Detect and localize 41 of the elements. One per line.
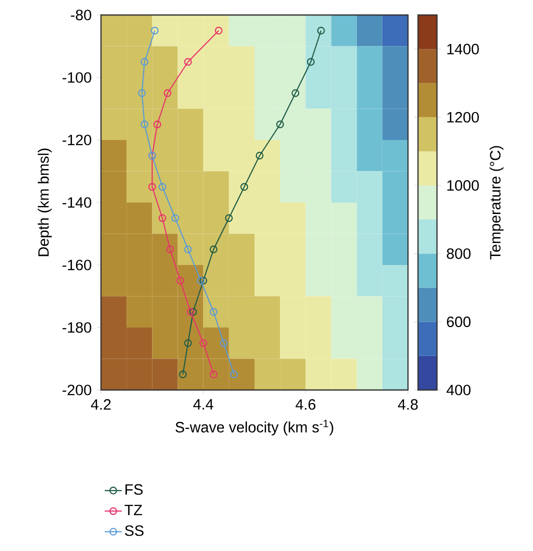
x-tick-label: 4.6 [296, 399, 316, 410]
color-bar-label: 800 [446, 248, 471, 259]
point [171, 214, 180, 222]
legend-label: TZ [124, 504, 142, 516]
point [140, 120, 148, 128]
point [256, 152, 264, 160]
point [148, 183, 156, 191]
y-tick-label: -180 [62, 322, 92, 333]
y-tick-label: -140 [62, 197, 92, 208]
color-bar-label: 1200 [447, 112, 479, 123]
color-bar-label: 600 [446, 316, 471, 328]
y-tick-label: -120 [62, 134, 92, 146]
point [166, 246, 174, 254]
point [199, 339, 208, 347]
point [276, 120, 284, 128]
x-tick-label: 4.4 [193, 399, 214, 410]
legend-label: FS [126, 484, 143, 495]
color-bar-label: 1000 [447, 180, 479, 191]
point [179, 370, 187, 378]
point [150, 26, 159, 34]
point [196, 276, 205, 284]
point [306, 58, 315, 66]
point [199, 276, 208, 284]
legend-label: SS [124, 525, 144, 536]
x-axis-title: S-wave velocity (km s$^{-1}$) [176, 420, 334, 436]
point [220, 339, 228, 347]
point [153, 120, 162, 128]
color-bar-label: 1400 [447, 44, 479, 54]
y-tick-label: -160 [62, 260, 92, 270]
y-tick-label: -200 [62, 384, 92, 396]
color-bar-title: Temperature (°C) [490, 146, 504, 260]
y-tick-label: -100 [62, 72, 92, 83]
point [140, 58, 148, 66]
point [176, 276, 184, 284]
y-axis-title: Depth (km bmsl) [38, 148, 52, 256]
y-tick-label: -80 [70, 10, 92, 20]
point [230, 370, 238, 378]
x-tick-label: 4.2 [90, 399, 111, 410]
x-tick-label: 4.8 [398, 399, 418, 410]
color-bar-label: 400 [446, 384, 471, 396]
point [225, 214, 233, 222]
